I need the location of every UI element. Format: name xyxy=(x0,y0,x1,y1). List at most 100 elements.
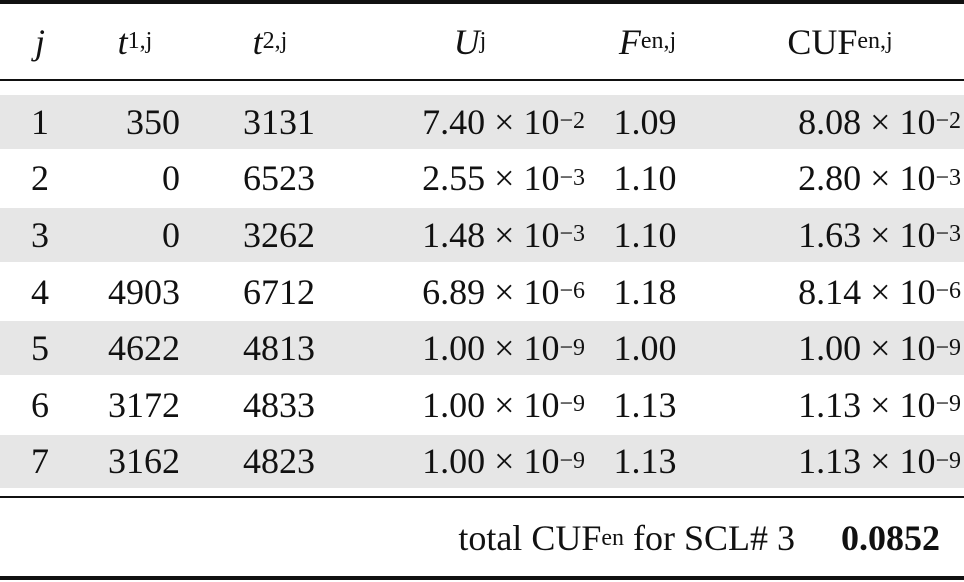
number-exponent: −9 xyxy=(935,334,961,361)
number-base: 8.08 × 10 xyxy=(798,101,936,142)
number-base: 8.14 × 10 xyxy=(798,271,936,312)
table-cell: 7 xyxy=(31,441,49,482)
footer-text: total CUF xyxy=(458,518,602,558)
header-symbol: t xyxy=(252,21,263,62)
footer-row: total CUF en for SCL# 3 0.0852 xyxy=(0,500,964,576)
table-cell: 8.08 × 10 −2 xyxy=(705,95,961,149)
footer-label: total CUF en for SCL# 3 xyxy=(300,500,795,576)
header-subscript: 2,j xyxy=(262,28,288,54)
table-cell: 1.48 × 10 −3 xyxy=(330,208,585,262)
table-cell: 1.18 xyxy=(613,271,677,312)
header-symbol: CUF xyxy=(787,21,858,62)
table-cell: 6 xyxy=(31,384,49,425)
table-row: 7 3162 4823 1.00 × 10 −9 1.13 1.13 × 10 −9 xyxy=(0,434,964,489)
header-subscript: en,j xyxy=(640,28,677,54)
number-exponent: −9 xyxy=(559,334,585,361)
footer-subscript: en xyxy=(601,524,624,551)
number-base: 1.13 × 10 xyxy=(798,441,936,482)
number-base: 1.48 × 10 xyxy=(422,214,560,255)
table-cell: 0 xyxy=(162,214,180,255)
table-cell: 1.00 × 10 −9 xyxy=(705,321,961,375)
number-base: 6.89 × 10 xyxy=(422,271,560,312)
header-subscript: 1,j xyxy=(127,28,153,54)
table-cell: 2.55 × 10 −3 xyxy=(330,152,585,206)
number-base: 1.63 × 10 xyxy=(798,214,936,255)
table-row: 2 0 6523 2.55 × 10 −3 1.10 2.80 × 10 −3 xyxy=(0,152,964,206)
header-cell: CUF en,j xyxy=(720,4,960,79)
top-rule xyxy=(0,0,964,4)
header-symbol: j xyxy=(34,21,45,62)
number-exponent: −9 xyxy=(559,391,585,418)
table-cell: 8.14 × 10 −6 xyxy=(705,265,961,319)
number-base: 1.13 × 10 xyxy=(798,384,936,425)
number-exponent: −2 xyxy=(935,108,961,135)
header-subscript: j xyxy=(479,28,487,54)
table-cell: 1 xyxy=(31,101,49,142)
number-base: 2.55 × 10 xyxy=(422,158,560,199)
number-exponent: −3 xyxy=(559,221,585,248)
number-exponent: −2 xyxy=(559,108,585,135)
number-exponent: −3 xyxy=(935,164,961,191)
footer-value: 0.0852 xyxy=(841,518,940,558)
number-exponent: −9 xyxy=(559,447,585,474)
footer-text: for SCL# 3 xyxy=(624,518,795,558)
table-cell: 0 xyxy=(162,158,180,199)
table-cell: 1.00 × 10 −9 xyxy=(330,378,585,432)
table-cell: 5 xyxy=(31,328,49,369)
table-row: 3 0 3262 1.48 × 10 −3 1.10 1.63 × 10 −3 xyxy=(0,208,964,262)
table-cell: 2 xyxy=(31,158,49,199)
footer-rule xyxy=(0,496,964,498)
header-cell: t 2,j xyxy=(200,4,340,79)
table-cell: 1.10 xyxy=(613,214,677,255)
table-cell: 4823 xyxy=(243,441,315,482)
header-symbol: F xyxy=(618,21,641,62)
header-cell: t 1,j xyxy=(75,4,195,79)
table-row: 1 350 3131 7.40 × 10 −2 1.09 8.08 × 10 −2 xyxy=(0,95,964,149)
table-cell: 1.13 × 10 −9 xyxy=(705,435,961,489)
table-cell: 6712 xyxy=(243,271,315,312)
table-cell: 1.00 × 10 −9 xyxy=(330,321,585,375)
table-cell: 3162 xyxy=(108,441,180,482)
number-base: 2.80 × 10 xyxy=(798,158,936,199)
number-exponent: −6 xyxy=(935,278,961,305)
header-rule xyxy=(0,79,964,81)
number-base: 1.00 × 10 xyxy=(422,384,560,425)
table-cell: 1.13 xyxy=(613,441,677,482)
table-cell: 1.00 xyxy=(613,328,677,369)
number-exponent: −9 xyxy=(935,447,961,474)
number-exponent: −6 xyxy=(559,278,585,305)
table-cell: 1.13 xyxy=(613,384,677,425)
number-base: 1.00 × 10 xyxy=(422,328,560,369)
table-cell: 4813 xyxy=(243,328,315,369)
table-cell: 1.13 × 10 −9 xyxy=(705,378,961,432)
number-base: 1.00 × 10 xyxy=(798,328,936,369)
table-cell: 4833 xyxy=(243,384,315,425)
table-row: 5 4622 4813 1.00 × 10 −9 1.00 1.00 × 10 −9 xyxy=(0,321,964,375)
table-row: 4 4903 6712 6.89 × 10 −6 1.18 8.14 × 10 −6 xyxy=(0,265,964,319)
table-cell: 6.89 × 10 −6 xyxy=(330,265,585,319)
table-cell: 1.00 × 10 −9 xyxy=(330,435,585,489)
header-symbol: U xyxy=(453,21,480,62)
table-row: 6 3172 4833 1.00 × 10 −9 1.13 1.13 × 10 −9 xyxy=(0,378,964,432)
table-cell: 1.63 × 10 −3 xyxy=(705,208,961,262)
number-base: 1.00 × 10 xyxy=(422,441,560,482)
table-cell: 3262 xyxy=(243,214,315,255)
table-cell: 3 xyxy=(31,214,49,255)
number-base: 7.40 × 10 xyxy=(422,101,560,142)
number-exponent: −9 xyxy=(935,391,961,418)
table-cell: 6523 xyxy=(243,158,315,199)
table-cell: 4 xyxy=(31,271,49,312)
table-cell: 2.80 × 10 −3 xyxy=(705,152,961,206)
header-cell: j xyxy=(15,4,65,79)
table-cell: 350 xyxy=(126,101,180,142)
table-cell: 4903 xyxy=(108,271,180,312)
header-subscript: en,j xyxy=(857,28,893,54)
table-cell: 1.10 xyxy=(613,158,677,199)
table-cell: 3172 xyxy=(108,384,180,425)
table-cell: 1.09 xyxy=(613,101,677,142)
bottom-rule xyxy=(0,576,964,580)
